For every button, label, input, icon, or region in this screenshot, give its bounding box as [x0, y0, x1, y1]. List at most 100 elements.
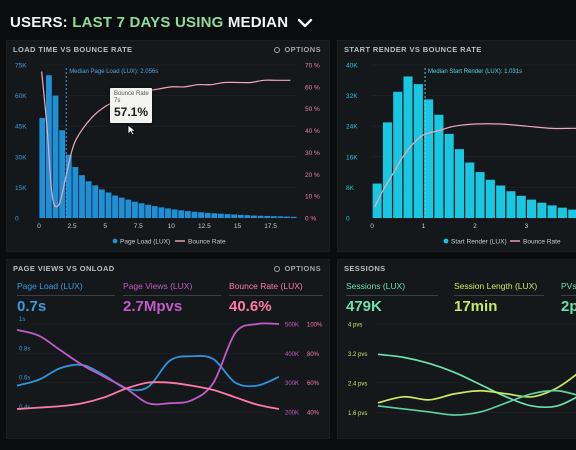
y3-axis-tick-label: 60% — [307, 381, 320, 387]
bar — [231, 214, 238, 218]
bar — [98, 189, 105, 218]
bar — [112, 195, 118, 218]
bar — [59, 130, 66, 218]
metric-value-page-views: 2.7Mpvs — [123, 298, 183, 315]
bar — [277, 216, 284, 218]
tooltip-value: 57.1% — [114, 105, 149, 119]
bar — [444, 133, 454, 218]
metric-label-pvs: PVs — [561, 281, 576, 291]
bar — [237, 214, 244, 218]
bar — [382, 122, 392, 218]
bar — [434, 114, 444, 218]
y2-axis-tick-label: 0 % — [305, 216, 316, 223]
y2-axis-tick-label: 400K — [285, 352, 299, 358]
y-axis-tick-label: 15K — [15, 185, 27, 192]
legend-label-line: Bounce Rate — [523, 239, 561, 246]
bar — [424, 99, 434, 218]
x-axis-tick-label: 1 — [422, 223, 426, 230]
bar — [184, 211, 191, 218]
bounce-rate-line — [374, 123, 576, 208]
panel-title: START RENDER VS BOUNCE RATE — [344, 45, 482, 54]
metric-divider — [123, 295, 221, 296]
y2-axis-tick-label: 70 % — [305, 63, 320, 70]
bar — [290, 216, 297, 218]
options-button[interactable]: OPTIONS — [274, 264, 321, 273]
y2-axis-tick-label: 10 % — [305, 194, 320, 201]
metric-divider — [454, 295, 544, 296]
bar — [165, 208, 171, 218]
metric-label-sessions: Sessions (LUX) — [346, 281, 406, 291]
metric-value-session-length: 17min — [454, 298, 498, 315]
pvs-line — [377, 389, 576, 416]
y2-axis-tick-label: 50 % — [305, 106, 320, 113]
mouse-cursor-icon — [127, 124, 137, 136]
x-axis-tick-label: 2 — [473, 223, 477, 230]
x-axis-tick-label: 17.5 — [264, 223, 277, 230]
y-axis-tick-label: 45K — [15, 124, 27, 131]
y2-axis-tick-label: 20 % — [305, 172, 320, 179]
bar — [413, 84, 423, 218]
metric-value-sessions: 479K — [346, 298, 382, 315]
gear-icon — [274, 266, 281, 272]
bar — [496, 185, 506, 218]
y-axis-tick-label: 75K — [15, 63, 27, 70]
y-axis-tick-label: 4 pvs — [348, 323, 362, 329]
y-axis-tick-label: 32K — [346, 93, 358, 100]
x-axis-tick-label: 5 — [103, 223, 107, 230]
bar — [393, 91, 403, 218]
y-axis-tick-label: 8K — [346, 185, 355, 192]
bar — [151, 206, 158, 218]
y-axis-tick-label: 30K — [15, 154, 27, 161]
header-range: LAST 7 DAYS — [72, 14, 171, 31]
bar — [178, 210, 185, 218]
x-axis-tick-label: 3 — [525, 223, 529, 230]
bar — [171, 209, 178, 218]
header-using: USING — [174, 14, 224, 31]
load-time-panel: LOAD TIME VS BOUNCE RATE OPTIONS 75K 60K 4… — [6, 40, 330, 252]
bar — [198, 212, 204, 218]
bar — [224, 214, 231, 218]
bar — [118, 197, 125, 218]
bar — [132, 201, 138, 218]
bounce-rate-line — [16, 381, 280, 410]
bar — [92, 185, 99, 218]
page-views-chart: 1s0.8s0.6s0.4s500K400K300K200K100%80%60%… — [15, 317, 323, 417]
y2-axis-tick-label: 60 % — [305, 84, 320, 91]
dashboard-title[interactable]: USERS: LAST 7 DAYS USING MEDIAN — [10, 14, 313, 31]
bar — [264, 215, 271, 218]
x-axis-tick-label: 15 — [234, 223, 242, 230]
bar — [65, 154, 72, 218]
render-bounce-chart: 40K 32K 24K 16K 8K 0 Median Start Render (LUX)… — [346, 63, 576, 246]
chevron-down-icon[interactable] — [297, 18, 313, 28]
metric-value-pvs: 2p — [561, 298, 576, 315]
bar — [244, 215, 251, 218]
sessions-panel: SESSIONS Sessions (LUX) 479K Session Len… — [337, 259, 576, 439]
options-button[interactable]: OPTIONS — [274, 45, 321, 54]
bounce-rate-tooltip: Bounce Rate 7s 57.1% — [110, 88, 152, 123]
bar — [465, 162, 475, 218]
bar — [158, 207, 165, 218]
y-axis-tick-label: 1.6 pvs — [348, 411, 367, 417]
metric-divider — [229, 295, 323, 296]
y2-axis-tick-label: 40 % — [305, 128, 320, 135]
y-axis-tick-label: 60K — [15, 93, 27, 100]
metric-label-page-views: Page Views (LUX) — [123, 281, 193, 291]
session-length-line — [377, 373, 576, 404]
metric-label-session-length: Session Length (LUX) — [454, 281, 538, 291]
panel-title: PAGE VIEWS VS ONLOAD — [13, 264, 115, 273]
bar — [105, 192, 112, 218]
y-axis-tick-label: 0.6s — [19, 376, 30, 382]
x-axis-tick-label: 0 — [37, 223, 41, 230]
x-axis-tick-label: 0 — [370, 223, 374, 230]
bar — [204, 212, 211, 218]
bar — [39, 118, 46, 218]
bar — [125, 199, 132, 218]
options-label: OPTIONS — [284, 264, 321, 273]
bar — [191, 211, 198, 218]
bar — [218, 213, 224, 218]
metric-label-bounce-rate: Bounce Rate (LUX) — [229, 281, 303, 291]
y2-axis-tick-label: 200K — [285, 411, 299, 417]
y2-axis-tick-label: 500K — [285, 323, 299, 329]
dashboard-header: USERS: LAST 7 DAYS USING MEDIAN — [0, 0, 576, 36]
bar — [85, 181, 92, 218]
